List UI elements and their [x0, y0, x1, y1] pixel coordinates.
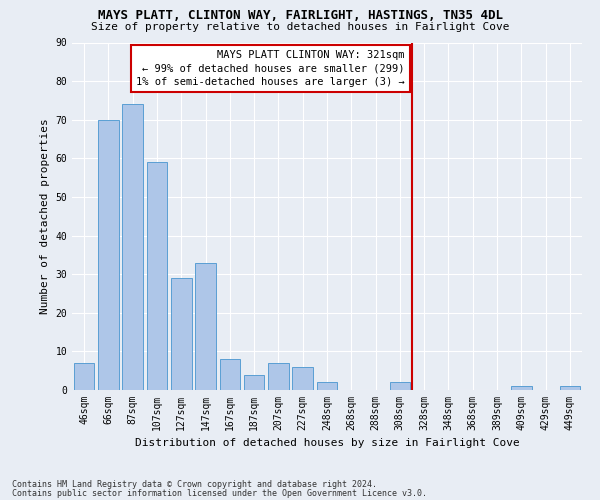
Text: MAYS PLATT, CLINTON WAY, FAIRLIGHT, HASTINGS, TN35 4DL: MAYS PLATT, CLINTON WAY, FAIRLIGHT, HAST… — [97, 9, 503, 22]
Text: Contains HM Land Registry data © Crown copyright and database right 2024.: Contains HM Land Registry data © Crown c… — [12, 480, 377, 489]
Bar — [195, 262, 216, 390]
Text: Contains public sector information licensed under the Open Government Licence v3: Contains public sector information licen… — [12, 489, 427, 498]
Bar — [560, 386, 580, 390]
Bar — [171, 278, 191, 390]
Bar — [268, 363, 289, 390]
Text: Size of property relative to detached houses in Fairlight Cove: Size of property relative to detached ho… — [91, 22, 509, 32]
Bar — [98, 120, 119, 390]
Bar — [511, 386, 532, 390]
Bar — [146, 162, 167, 390]
Text: MAYS PLATT CLINTON WAY: 321sqm
← 99% of detached houses are smaller (299)
1% of : MAYS PLATT CLINTON WAY: 321sqm ← 99% of … — [136, 50, 405, 86]
Y-axis label: Number of detached properties: Number of detached properties — [40, 118, 50, 314]
X-axis label: Distribution of detached houses by size in Fairlight Cove: Distribution of detached houses by size … — [134, 438, 520, 448]
Bar — [244, 374, 265, 390]
Bar — [122, 104, 143, 390]
Bar — [74, 363, 94, 390]
Bar — [389, 382, 410, 390]
Bar — [220, 359, 240, 390]
Bar — [292, 367, 313, 390]
Bar — [317, 382, 337, 390]
